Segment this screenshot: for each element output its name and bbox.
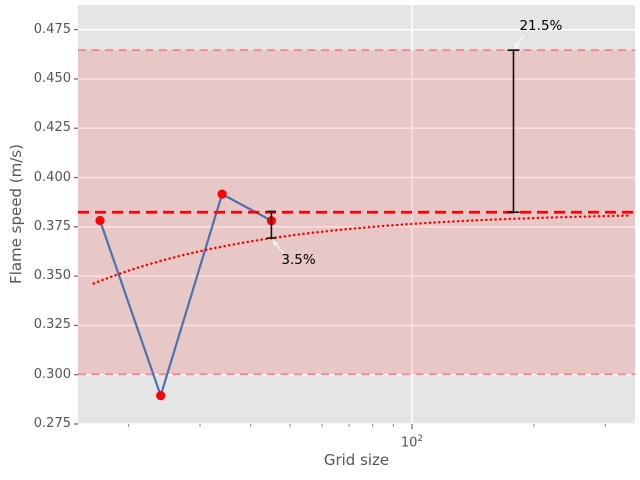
- error-percentage-label: 3.5%: [281, 252, 316, 269]
- y-tick-label: 0.325: [33, 317, 71, 333]
- y-axis-label: Flame speed (m/s): [7, 144, 25, 284]
- error-bar: [507, 49, 520, 214]
- y-tick-label: 0.375: [33, 218, 71, 234]
- y-tick-label: 0.400: [33, 169, 71, 185]
- convergence-fit-curve: [92, 214, 632, 285]
- annotation-arrow: [514, 34, 525, 50]
- plot-background: [78, 5, 635, 424]
- y-tick-label: 0.425: [33, 120, 71, 136]
- data-point-marker: [217, 189, 227, 199]
- error-percentage-label: 21.5%: [519, 18, 563, 35]
- data-point-marker: [156, 391, 166, 401]
- y-tick-label: 0.350: [33, 268, 71, 284]
- y-tick-label: 0.475: [33, 21, 71, 37]
- y-tick-label: 0.275: [33, 416, 71, 431]
- x-tick-label: 102: [400, 434, 424, 451]
- x-axis-label: Grid size: [323, 451, 390, 469]
- error-bar: [266, 210, 276, 239]
- data-point-marker: [95, 215, 105, 226]
- y-tick-label: 0.300: [33, 366, 71, 382]
- simulation-line: [98, 193, 272, 397]
- annotation-arrow: [272, 240, 284, 254]
- y-tick-label: 0.450: [33, 70, 71, 86]
